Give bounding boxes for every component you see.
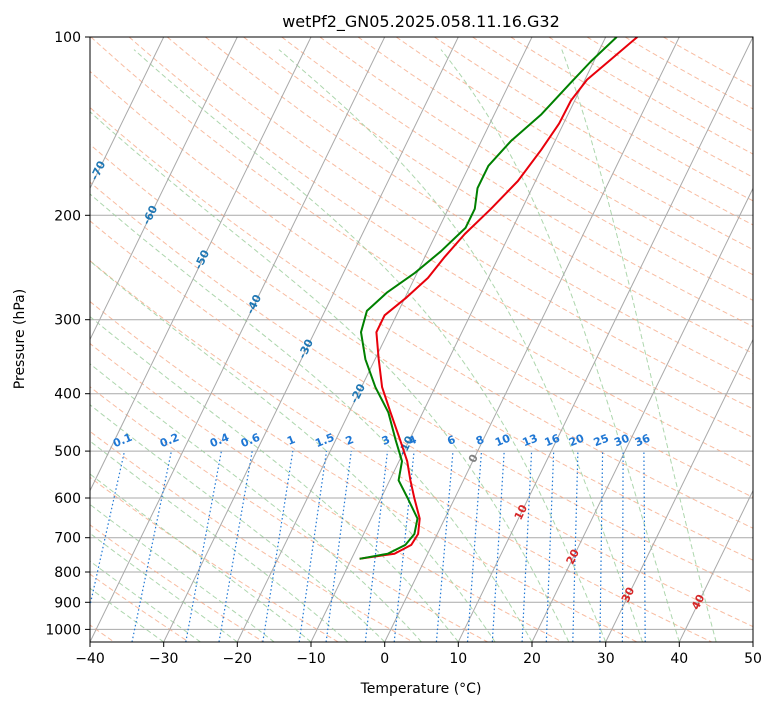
y-tick-label: 600 (54, 491, 81, 507)
chart-title: wetPf2_GN05.2025.058.11.16.G32 (282, 12, 560, 32)
dry-adiabat-line (166, 37, 753, 410)
mixing-ratio-label: 3 (380, 433, 392, 448)
dry-adiabat-line (90, 300, 638, 642)
dewpoint-line (359, 37, 618, 560)
y-tick-label: 500 (54, 444, 81, 460)
dry-adiabat-line (128, 37, 753, 439)
moist-adiabat-line (561, 49, 717, 642)
isotherm-label: 40 (689, 592, 708, 612)
isotherm-line (310, 37, 607, 642)
y-axis: 100 200 300 400 500 600 700 800 900 1000 (45, 30, 90, 638)
mixing-ratio-line (325, 451, 352, 642)
dry-adiabat-line (90, 430, 414, 642)
dry-adiabat-line (90, 524, 264, 642)
moist-adiabat-line (133, 49, 607, 642)
y-tick-label: 800 (54, 565, 81, 581)
y-tick-label: 400 (54, 387, 81, 403)
isotherm-label: 10 (512, 502, 531, 522)
isotherm-line (90, 37, 165, 190)
mixing-ratio-line (364, 451, 389, 642)
x-tick-label: 10 (449, 651, 467, 667)
moist-adiabat-line (440, 49, 680, 642)
line-labels: -100-90-80-70-60-50-40-30-20-10010203040… (90, 158, 708, 612)
dry-adiabat-line (395, 37, 753, 251)
plot-frame (89, 36, 754, 643)
dry-adiabat-line (90, 106, 753, 529)
mixing-ratio-label: 36 (633, 431, 652, 449)
isotherm-line (163, 37, 459, 642)
mixing-ratio-label: 2 (344, 433, 356, 448)
dry-adiabat-line (90, 70, 753, 498)
moist-adiabat-line (90, 440, 349, 642)
moist-adiabat-line (90, 363, 422, 642)
dry-adiabat-line (319, 37, 753, 301)
mixing-ratio-label: 13 (521, 432, 540, 450)
y-tick-label: 700 (54, 531, 81, 547)
mixing-ratio-lines (90, 450, 646, 642)
isotherm-label: 30 (619, 585, 638, 605)
x-tick-label: 50 (744, 651, 762, 667)
moist-adiabat-line (90, 111, 570, 642)
dry-adiabats (90, 37, 753, 642)
temperature-line (359, 37, 638, 560)
moist-adiabat-line (90, 503, 275, 642)
y-tick-label: 300 (54, 313, 81, 329)
dry-adiabat-line (243, 37, 753, 354)
x-tick-label: −40 (75, 651, 105, 667)
dry-adiabat-line (548, 37, 753, 155)
y-tick-label: 1000 (45, 622, 81, 638)
moist-adiabat-line (90, 404, 386, 642)
dry-adiabat-line (472, 37, 753, 202)
isotherm-line (457, 37, 753, 642)
moist-adiabat-line (90, 260, 496, 642)
x-tick-label: 20 (523, 651, 541, 667)
moist-adiabat-line (90, 587, 164, 642)
mixing-ratio-label: 8 (474, 433, 486, 448)
mixing-ratio-label: 16 (543, 431, 562, 449)
mixing-ratio-label: 30 (612, 431, 631, 449)
mixing-ratio-line (185, 450, 222, 642)
mixing-ratio-line (262, 451, 294, 642)
x-tick-label: 0 (380, 651, 389, 667)
isotherm-line (384, 37, 680, 642)
y-tick-label: 900 (54, 595, 81, 611)
moist-adiabat-line (278, 49, 643, 642)
x-tick-label: −30 (149, 651, 179, 667)
y-tick-label: 200 (54, 208, 81, 224)
isotherm-line (90, 37, 386, 642)
x-tick-label: 30 (597, 651, 615, 667)
dry-adiabat-line (90, 260, 712, 642)
dry-adiabat-line (90, 37, 753, 468)
profile-series (359, 37, 638, 560)
moist-adiabat-line (90, 193, 533, 642)
x-tick-label: −10 (296, 651, 326, 667)
mixing-ratio-label: 10 (493, 431, 512, 449)
background-lines (90, 37, 753, 642)
isotherm-line (605, 338, 753, 642)
mixing-ratio-line (298, 451, 328, 642)
isotherm-line (236, 37, 533, 642)
isotherm-label: 20 (564, 547, 583, 567)
dry-adiabat-line (90, 181, 753, 594)
mixing-ratio-line (218, 450, 253, 642)
mixing-ratio-label: 20 (567, 431, 586, 449)
y-axis-label: Pressure (hPa) (12, 289, 28, 389)
x-tick-label: 40 (670, 651, 688, 667)
isotherm-line (90, 37, 312, 492)
x-tick-label: −20 (223, 651, 253, 667)
x-axis: −40 −30 −20 −10 0 10 20 30 40 50 (75, 642, 762, 667)
isotherm-line (678, 489, 753, 642)
moist-adiabats (90, 49, 717, 642)
mixing-ratio-label: 1 (285, 433, 297, 448)
mixing-ratio-line (131, 450, 172, 642)
dry-adiabat-line (205, 37, 753, 382)
x-axis-label: Temperature (°C) (360, 681, 482, 697)
mixing-ratio-label: 25 (592, 432, 611, 450)
isotherm-line (531, 187, 753, 642)
dry-adiabat-line (90, 220, 753, 628)
y-tick-label: 100 (54, 30, 81, 46)
